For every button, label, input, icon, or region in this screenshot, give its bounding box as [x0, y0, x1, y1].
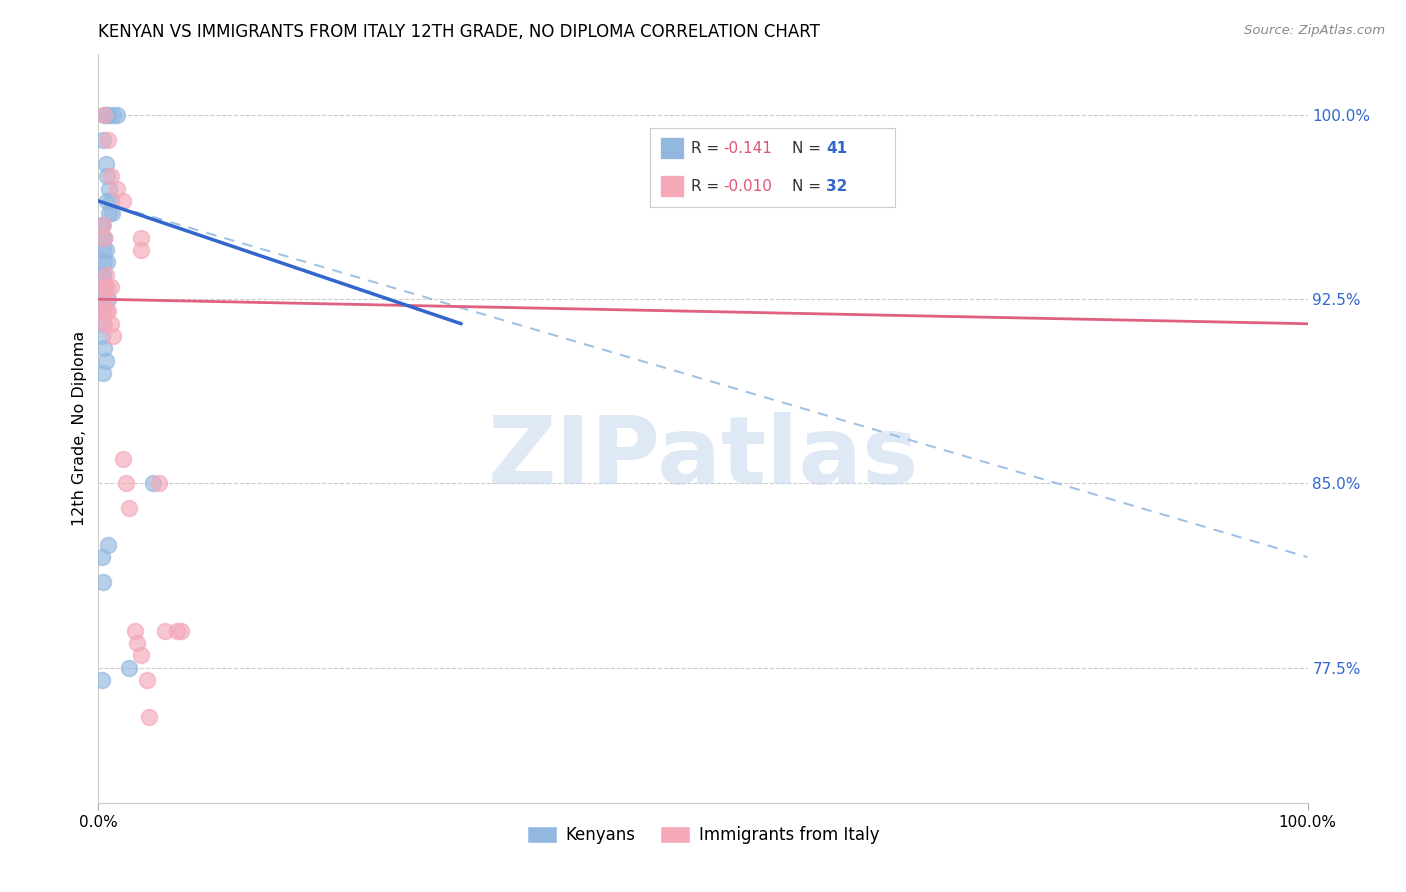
Point [100, 317, 122, 331]
Point [97, 108, 120, 122]
Point [94, 353, 117, 368]
Text: ZIPatlas: ZIPatlas [488, 412, 918, 504]
Point [96, 169, 118, 184]
Point [91, 243, 114, 257]
Point [111, 194, 134, 208]
Point [100, 280, 122, 294]
Point [96, 108, 118, 122]
Point [93, 280, 115, 294]
Point [129, 231, 152, 245]
Point [94, 243, 117, 257]
Point [91, 132, 114, 146]
Point [93, 280, 115, 294]
Point [91, 574, 114, 589]
Point [115, 476, 138, 491]
Point [97, 132, 120, 146]
Point [91, 219, 114, 233]
Point [166, 624, 188, 638]
Point [142, 476, 165, 491]
Text: N =: N = [792, 178, 825, 194]
Point [129, 648, 152, 663]
Point [93, 341, 115, 355]
FancyBboxPatch shape [659, 175, 685, 197]
Point [129, 243, 152, 257]
Point [127, 636, 149, 650]
Point [91, 550, 114, 565]
Point [96, 194, 118, 208]
Text: -0.010: -0.010 [723, 178, 772, 194]
Point [97, 538, 120, 552]
Text: R =: R = [692, 141, 724, 156]
Point [100, 169, 122, 184]
Text: KENYAN VS IMMIGRANTS FROM ITALY 12TH GRADE, NO DIPLOMA CORRELATION CHART: KENYAN VS IMMIGRANTS FROM ITALY 12TH GRA… [98, 23, 820, 41]
Point [105, 181, 128, 195]
Point [93, 231, 115, 245]
Point [91, 268, 114, 282]
Point [101, 108, 124, 122]
Text: -0.141: -0.141 [723, 141, 772, 156]
Point [93, 231, 115, 245]
Point [135, 673, 157, 687]
Point [100, 194, 122, 208]
Point [93, 280, 115, 294]
Point [91, 317, 114, 331]
Point [91, 304, 114, 318]
Point [101, 329, 124, 343]
Point [91, 268, 114, 282]
Point [100, 206, 122, 220]
Point [169, 624, 191, 638]
Point [93, 255, 115, 269]
Text: 32: 32 [827, 178, 848, 194]
Point [91, 304, 114, 318]
Point [91, 268, 114, 282]
Point [94, 292, 117, 306]
Point [98, 206, 121, 220]
FancyBboxPatch shape [659, 137, 685, 160]
Point [93, 231, 115, 245]
Point [91, 366, 114, 380]
Point [148, 476, 170, 491]
Text: R =: R = [692, 178, 724, 194]
Point [91, 329, 114, 343]
Point [94, 268, 117, 282]
Point [138, 710, 160, 724]
Point [96, 280, 118, 294]
Point [93, 317, 115, 331]
Point [124, 624, 146, 638]
Point [118, 501, 141, 516]
Y-axis label: 12th Grade, No Diploma: 12th Grade, No Diploma [72, 331, 87, 525]
Point [111, 451, 134, 466]
Point [118, 661, 141, 675]
Point [91, 219, 114, 233]
Point [91, 304, 114, 318]
Point [91, 292, 114, 306]
Point [98, 181, 121, 195]
Point [97, 292, 120, 306]
Text: N =: N = [792, 141, 825, 156]
Text: 41: 41 [827, 141, 848, 156]
Point [91, 673, 114, 687]
Point [97, 304, 120, 318]
Text: Source: ZipAtlas.com: Source: ZipAtlas.com [1244, 24, 1385, 37]
Point [91, 219, 114, 233]
Point [94, 157, 117, 171]
Point [105, 108, 128, 122]
Point [93, 108, 115, 122]
Point [153, 624, 176, 638]
Point [96, 255, 118, 269]
Point [94, 304, 117, 318]
Legend: Kenyans, Immigrants from Italy: Kenyans, Immigrants from Italy [520, 819, 886, 851]
Point [93, 108, 115, 122]
